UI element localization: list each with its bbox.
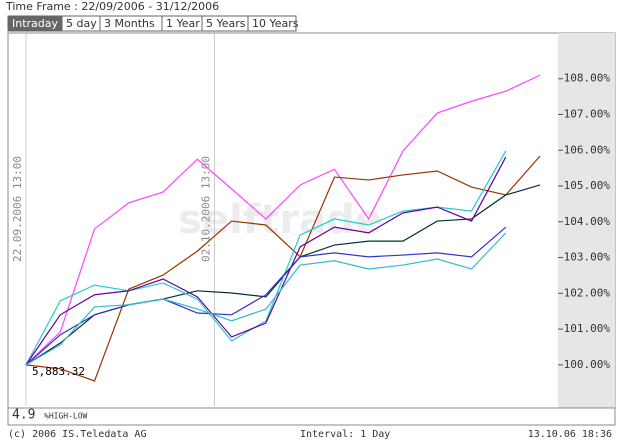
- marker-label: 02.10.2006 13:00: [199, 156, 212, 262]
- y-tick-label: 105.00%: [564, 179, 611, 192]
- tab-label[interactable]: 5 day: [66, 17, 97, 30]
- tab-label[interactable]: Intraday: [12, 17, 59, 30]
- series-line: [25, 74, 541, 366]
- y-tick-label: 102.00%: [564, 286, 611, 299]
- series-line: [25, 155, 541, 382]
- indicator-value: 4.9: [12, 408, 35, 423]
- y-tick-label: 108.00%: [564, 72, 611, 85]
- copyright: (c) 2006 IS.Teledata AG: [8, 429, 146, 440]
- tab-label[interactable]: 3 Months: [104, 17, 155, 30]
- marker-label: 22.09.2006 13:00: [11, 156, 24, 262]
- base-label: 5,883.32: [32, 365, 85, 378]
- indicator-label: %HIGH-LOW: [44, 412, 88, 421]
- series-line: [25, 156, 507, 366]
- y-tick-label: 100.00%: [564, 358, 611, 371]
- y-tick-label: 107.00%: [564, 107, 611, 120]
- series-line: [25, 226, 507, 366]
- y-tick-label: 101.00%: [564, 322, 611, 335]
- tab-label[interactable]: 1 Year: [166, 17, 200, 30]
- y-tick-label: 106.00%: [564, 143, 611, 156]
- y-tick-label: 104.00%: [564, 215, 611, 228]
- series-line: [25, 232, 507, 366]
- timestamp: 13.10.06 18:36: [528, 429, 612, 440]
- tab-label[interactable]: 10 Years: [252, 17, 299, 30]
- tab[interactable]: [247, 15, 297, 32]
- time-frame: Time Frame : 22/09/2006 - 31/12/2006: [5, 0, 219, 13]
- tab-label[interactable]: 5 Years: [206, 17, 246, 30]
- interval: Interval: 1 Day: [300, 429, 390, 440]
- axis-panel: [558, 33, 615, 408]
- y-tick-label: 103.00%: [564, 251, 611, 264]
